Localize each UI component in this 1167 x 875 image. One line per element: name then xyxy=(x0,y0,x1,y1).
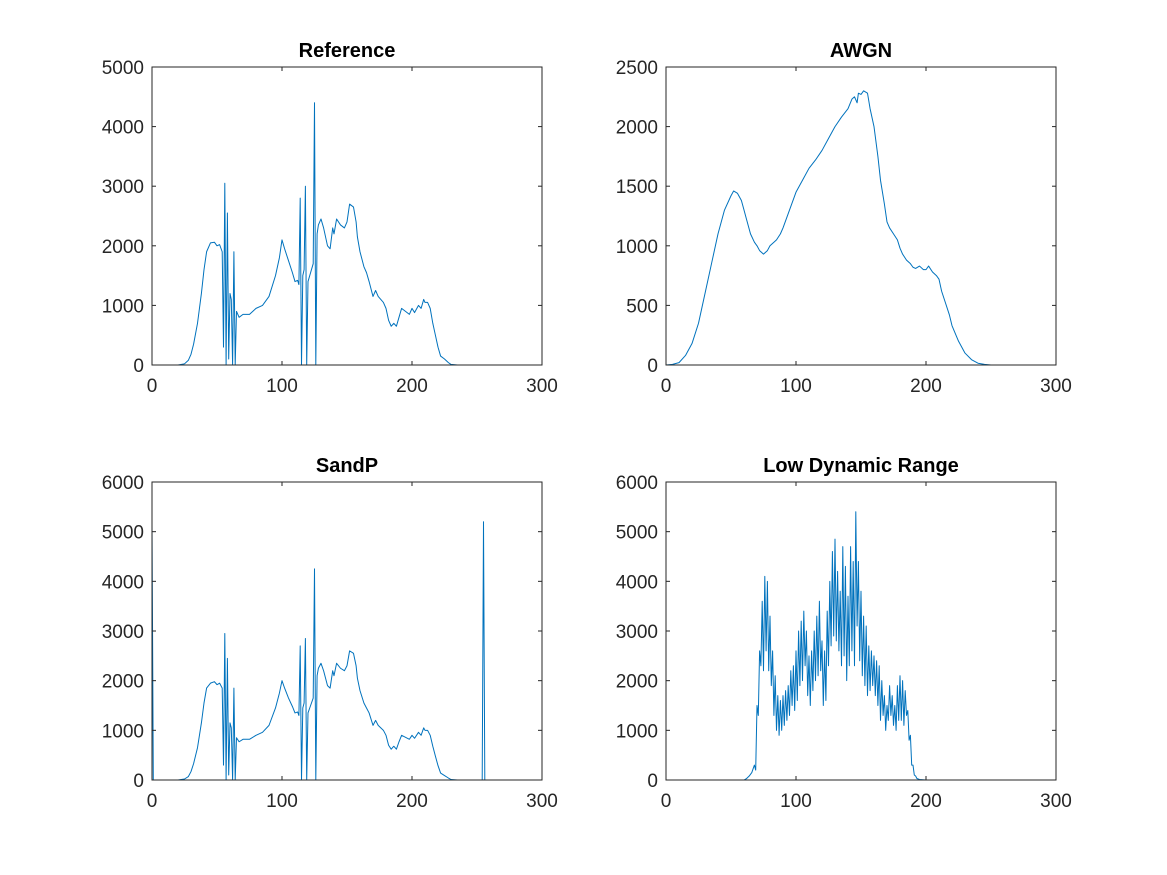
y-tick-label: 6000 xyxy=(102,473,144,494)
x-tick-label: 300 xyxy=(526,376,558,397)
axes-box xyxy=(665,66,1057,366)
series-line-1 xyxy=(152,102,484,366)
y-tick-label: 6000 xyxy=(616,473,658,494)
x-tick-label: 100 xyxy=(266,791,298,812)
y-tick-label: 3000 xyxy=(102,622,144,643)
x-tick-label: 200 xyxy=(910,376,942,397)
y-tick-label: 0 xyxy=(133,771,144,792)
x-tick-label: 0 xyxy=(147,376,158,397)
y-tick-label: 2000 xyxy=(616,672,658,693)
y-tick-label: 3000 xyxy=(102,177,144,198)
chart-title: Low Dynamic Range xyxy=(763,455,959,477)
x-tick-label: 200 xyxy=(396,791,428,812)
x-tick-label: 0 xyxy=(661,376,672,397)
series-line-1 xyxy=(666,511,998,781)
chart-title: AWGN xyxy=(830,40,892,62)
x-tick-label: 200 xyxy=(910,791,942,812)
x-tick-label: 100 xyxy=(780,376,812,397)
series-line-1 xyxy=(151,521,486,781)
x-tick-label: 100 xyxy=(780,791,812,812)
y-tick-label: 500 xyxy=(626,296,658,317)
x-tick-label: 200 xyxy=(396,376,428,397)
series-line-1 xyxy=(665,90,998,366)
y-tick-label: 1000 xyxy=(102,721,144,742)
y-tick-label: 4000 xyxy=(102,118,144,139)
chart-panel-2: AWGN 0 100 200 300 0 500 1000 1500 2000 2500 xyxy=(616,40,1072,397)
y-tick-label: 2000 xyxy=(616,118,658,139)
x-tick-label: 100 xyxy=(266,376,298,397)
axes-box xyxy=(151,66,543,366)
axes-box xyxy=(665,481,1057,781)
y-tick-label: 5000 xyxy=(102,58,144,79)
chart-title: SandP xyxy=(316,455,378,477)
x-tick-label: 300 xyxy=(1040,376,1072,397)
y-tick-label: 4000 xyxy=(616,572,658,593)
chart-title: Reference xyxy=(299,40,396,62)
y-tick-label: 3000 xyxy=(616,622,658,643)
y-tick-label: 1000 xyxy=(616,237,658,258)
x-tick-label: 0 xyxy=(661,791,672,812)
y-tick-label: 1500 xyxy=(616,177,658,198)
y-tick-label: 1000 xyxy=(616,721,658,742)
x-tick-label: 300 xyxy=(526,791,558,812)
y-tick-label: 2500 xyxy=(616,58,658,79)
x-tick-label: 0 xyxy=(147,791,158,812)
y-tick-label: 0 xyxy=(647,356,658,377)
y-tick-label: 0 xyxy=(647,771,658,792)
y-tick-label: 2000 xyxy=(102,237,144,258)
y-tick-label: 0 xyxy=(133,356,144,377)
y-tick-label: 5000 xyxy=(616,523,658,544)
y-tick-label: 4000 xyxy=(102,572,144,593)
x-tick-label: 300 xyxy=(1040,791,1072,812)
y-tick-label: 1000 xyxy=(102,296,144,317)
y-tick-label: 5000 xyxy=(102,523,144,544)
y-tick-label: 2000 xyxy=(102,672,144,693)
